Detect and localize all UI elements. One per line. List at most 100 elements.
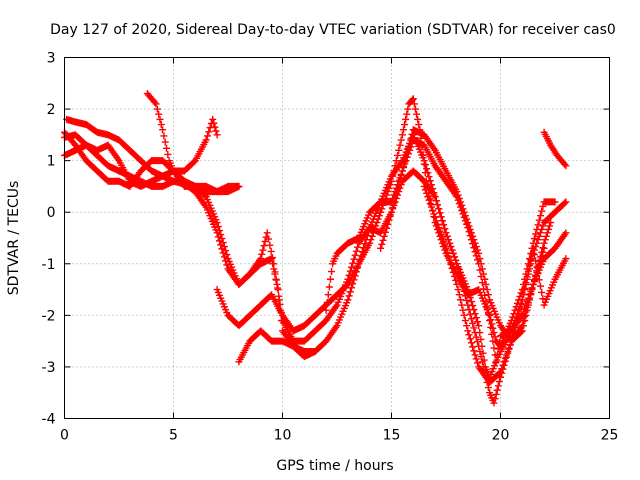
data-point bbox=[348, 263, 356, 271]
data-point bbox=[487, 323, 495, 331]
data-point bbox=[448, 246, 456, 254]
data-point bbox=[506, 341, 514, 349]
data-point bbox=[457, 198, 465, 206]
data-point bbox=[454, 286, 462, 294]
data-point bbox=[461, 212, 469, 220]
data-point bbox=[326, 275, 334, 283]
data-point bbox=[431, 213, 439, 221]
data-point bbox=[527, 256, 535, 264]
data-point bbox=[422, 177, 430, 185]
data-point bbox=[504, 347, 512, 355]
data-point bbox=[482, 298, 490, 306]
data-point bbox=[368, 232, 376, 240]
data-point bbox=[527, 291, 535, 299]
data-point bbox=[517, 328, 525, 336]
data-point bbox=[328, 268, 336, 276]
data-point bbox=[438, 217, 446, 225]
data-point bbox=[495, 378, 503, 386]
data-point bbox=[463, 322, 471, 330]
data-point bbox=[516, 303, 524, 311]
data-point bbox=[201, 192, 209, 200]
data-point bbox=[489, 337, 497, 345]
data-point bbox=[538, 252, 546, 260]
data-point bbox=[432, 197, 440, 205]
data-point bbox=[390, 167, 398, 175]
data-point bbox=[521, 317, 529, 325]
data-point bbox=[371, 225, 379, 233]
data-point bbox=[472, 333, 480, 341]
data-point bbox=[487, 316, 495, 324]
data-point bbox=[450, 272, 458, 280]
data-point bbox=[367, 236, 375, 244]
data-point bbox=[155, 110, 163, 118]
data-point bbox=[441, 241, 449, 249]
y-tick-label: -3 bbox=[42, 360, 56, 376]
data-point bbox=[414, 115, 422, 123]
data-point bbox=[476, 347, 484, 355]
data-point bbox=[472, 314, 480, 322]
data-point bbox=[562, 255, 570, 263]
data-point bbox=[311, 347, 319, 355]
data-point bbox=[453, 260, 461, 268]
data-point bbox=[386, 212, 394, 220]
data-point bbox=[472, 243, 480, 251]
data-point bbox=[403, 110, 411, 118]
data-point bbox=[423, 165, 431, 173]
data-point bbox=[211, 123, 219, 131]
data-point bbox=[464, 327, 472, 335]
data-point bbox=[235, 182, 243, 190]
data-point bbox=[346, 288, 354, 296]
data-point bbox=[374, 215, 382, 223]
data-point bbox=[440, 237, 448, 245]
data-point bbox=[378, 240, 386, 248]
data-point bbox=[466, 225, 474, 233]
data-point bbox=[477, 353, 485, 361]
data-point bbox=[464, 219, 472, 227]
data-point bbox=[517, 299, 525, 307]
data-point bbox=[446, 256, 454, 264]
data-point bbox=[488, 330, 496, 338]
data-point bbox=[494, 345, 502, 353]
data-point bbox=[379, 236, 387, 244]
data-point bbox=[437, 231, 445, 239]
data-point bbox=[484, 384, 492, 392]
data-point bbox=[453, 188, 461, 196]
data-point bbox=[265, 235, 273, 243]
data-point bbox=[219, 249, 227, 257]
data-point bbox=[447, 260, 455, 268]
data-point bbox=[452, 276, 460, 284]
data-point bbox=[258, 250, 266, 258]
data-point bbox=[395, 146, 403, 154]
data-point bbox=[385, 184, 393, 192]
data-point bbox=[481, 275, 489, 283]
data-point bbox=[492, 358, 500, 366]
data-point bbox=[424, 193, 432, 201]
y-tick-label: -2 bbox=[42, 308, 56, 324]
data-point bbox=[213, 131, 221, 139]
data-point bbox=[444, 252, 452, 260]
data-point bbox=[483, 304, 491, 312]
data-point bbox=[490, 344, 498, 352]
data-point bbox=[528, 286, 536, 294]
data-point bbox=[501, 354, 509, 362]
x-tick-label: 5 bbox=[169, 428, 178, 444]
data-point bbox=[163, 144, 171, 152]
data-point bbox=[512, 313, 520, 321]
data-point bbox=[364, 228, 372, 236]
data-point bbox=[397, 136, 405, 144]
data-point bbox=[322, 306, 330, 314]
data-point bbox=[401, 158, 409, 166]
data-point bbox=[392, 157, 400, 165]
data-point bbox=[515, 306, 523, 314]
x-tick-label: 20 bbox=[492, 428, 510, 444]
data-point bbox=[411, 105, 419, 113]
axis-ticks: 0 5 10 15 20 25 -4 -3 -2 -1 0 1 2 3 bbox=[42, 51, 619, 444]
data-point bbox=[522, 279, 530, 287]
data-point bbox=[351, 251, 359, 259]
data-point bbox=[498, 365, 506, 373]
data-point bbox=[404, 144, 412, 152]
data-point bbox=[159, 126, 167, 134]
data-point bbox=[490, 399, 498, 407]
data-point bbox=[378, 205, 386, 213]
